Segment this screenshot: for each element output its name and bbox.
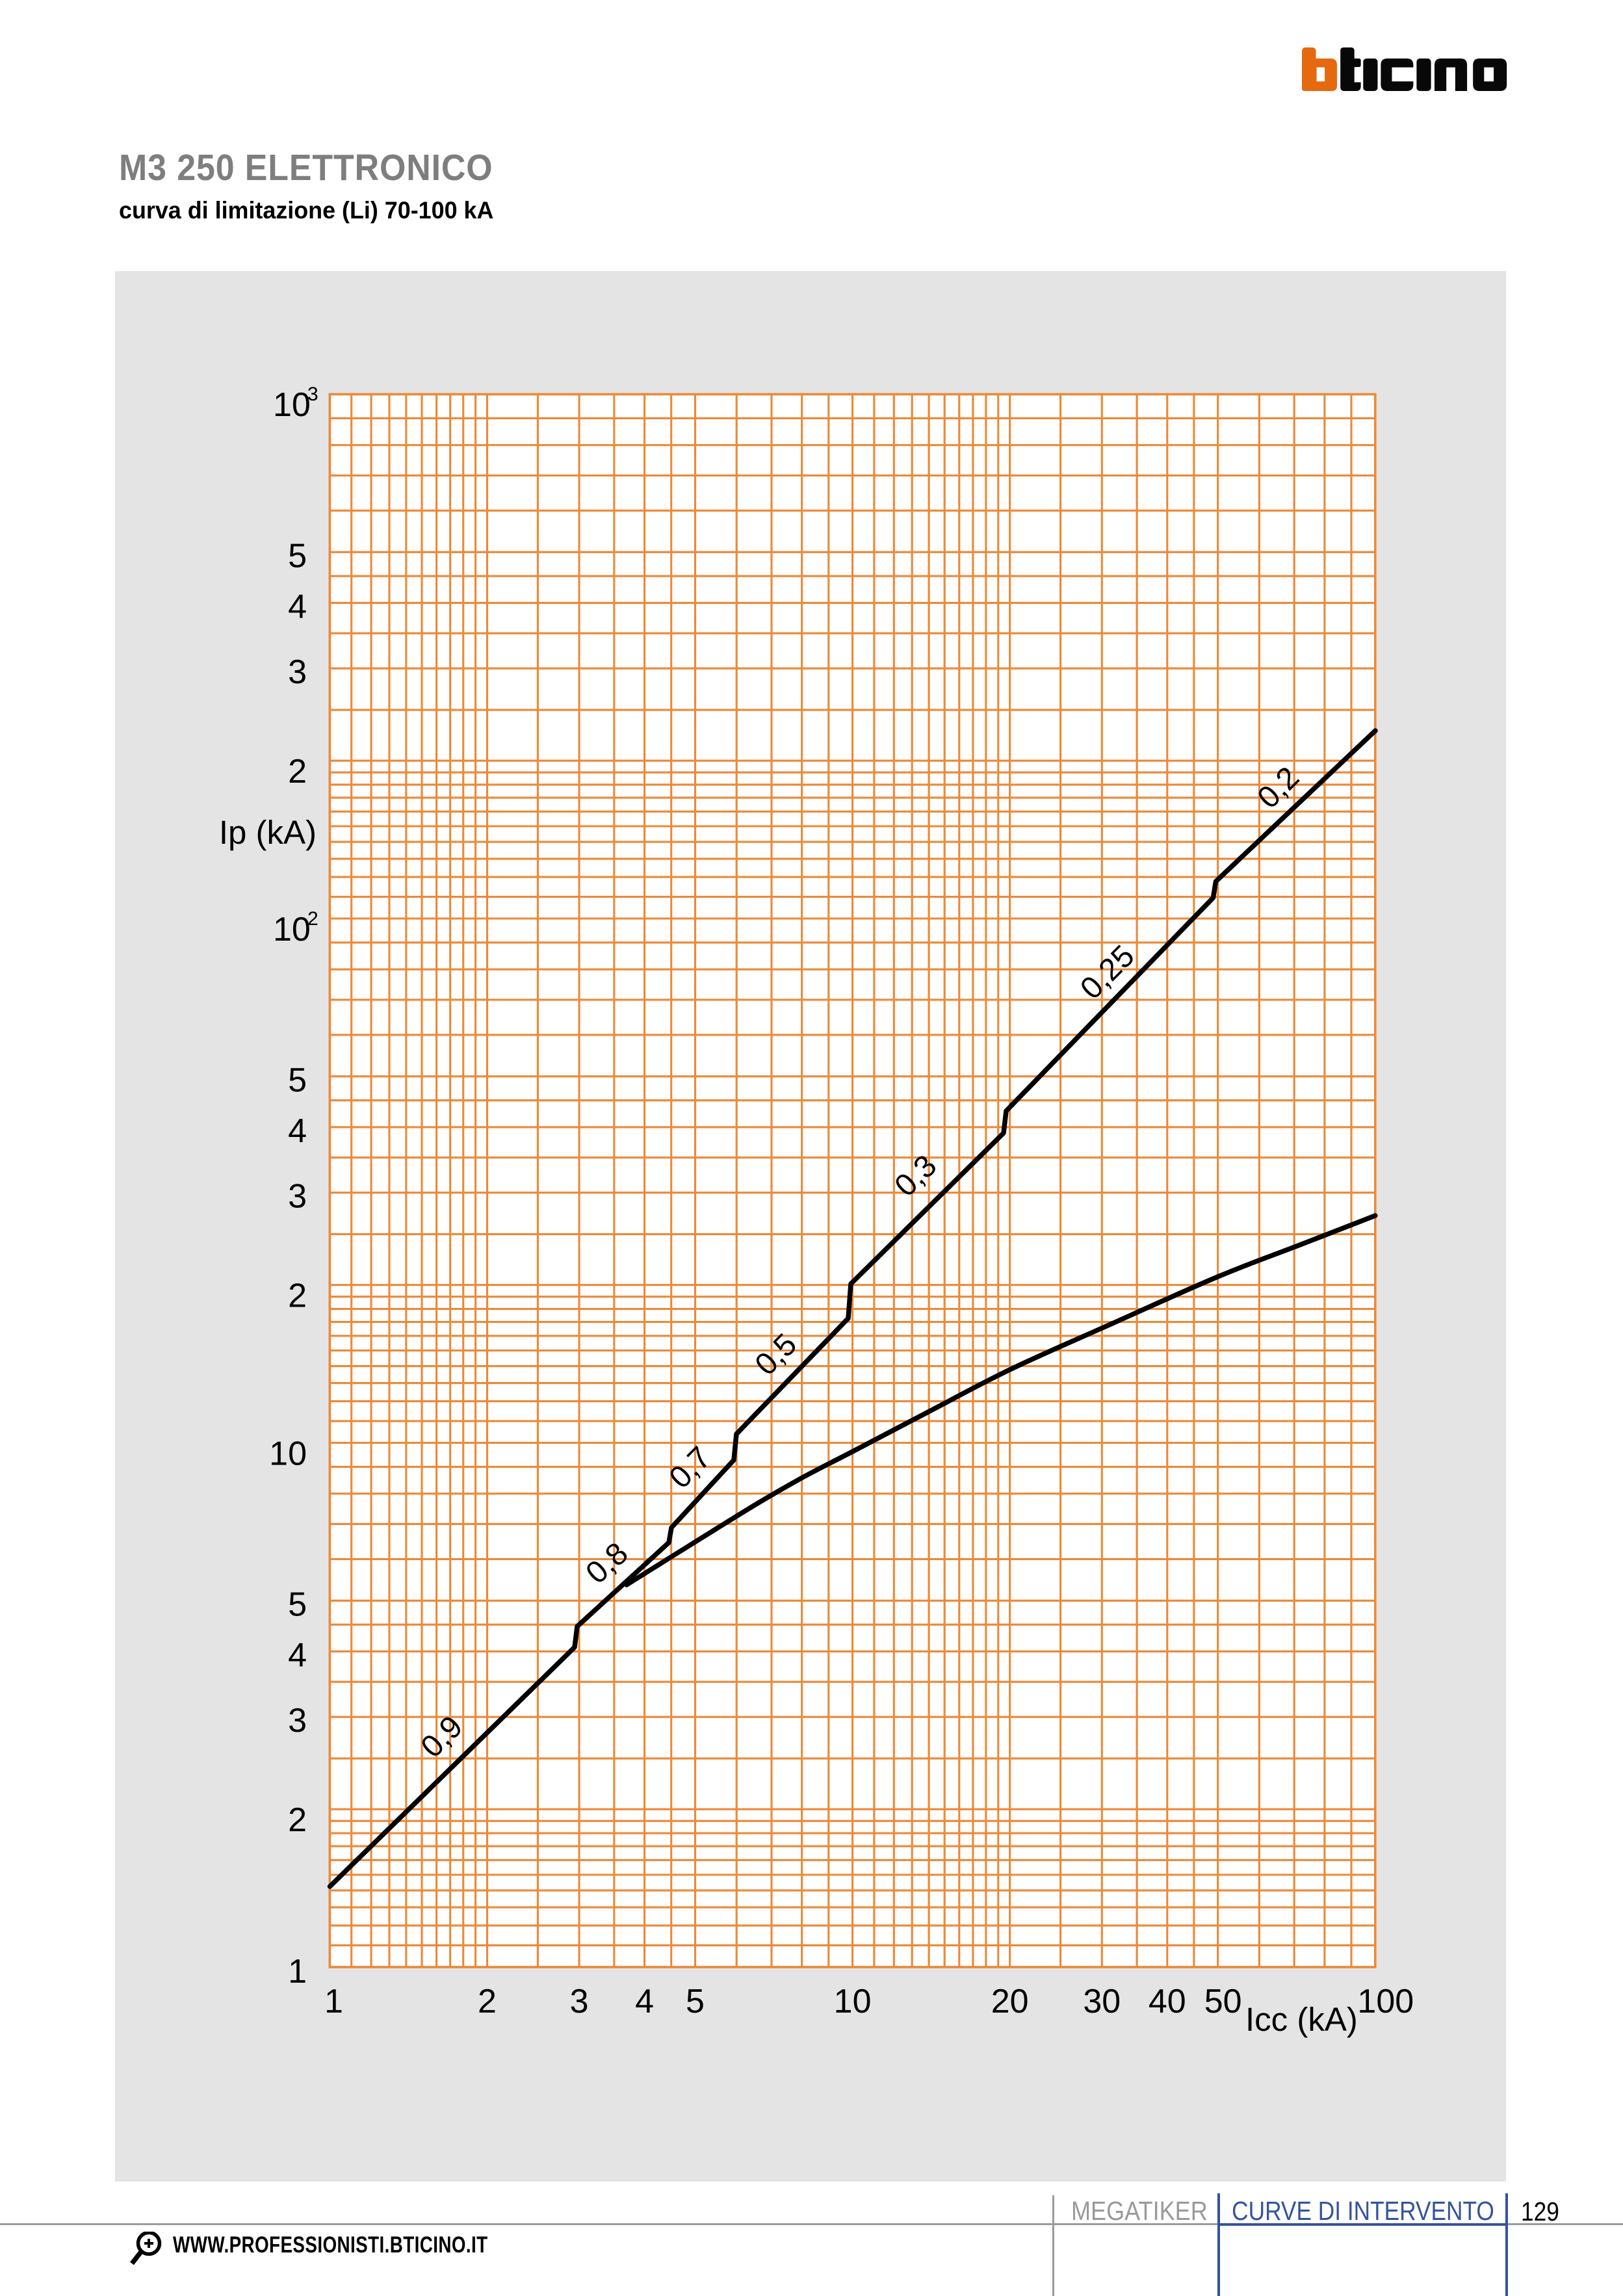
svg-text:3: 3 [288, 653, 307, 691]
svg-text:50: 50 [1204, 1983, 1242, 2020]
svg-text:3: 3 [288, 1178, 307, 1216]
svg-text:1: 1 [288, 1953, 307, 1990]
svg-text:4: 4 [288, 588, 307, 625]
svg-text:2: 2 [288, 753, 307, 790]
svg-text:3: 3 [288, 1702, 307, 1740]
svg-text:4: 4 [635, 1983, 654, 2020]
svg-text:10: 10 [834, 1983, 872, 2020]
svg-text:4: 4 [288, 1112, 307, 1150]
svg-text:1: 1 [324, 1983, 343, 2020]
svg-text:5: 5 [288, 1062, 307, 1099]
svg-text:5: 5 [686, 1983, 705, 2020]
svg-text:3: 3 [307, 384, 318, 405]
svg-text:20: 20 [991, 1983, 1029, 2020]
svg-text:100: 100 [1357, 1983, 1414, 2020]
svg-text:4: 4 [288, 1636, 307, 1674]
svg-text:Icc (kA): Icc (kA) [1245, 2001, 1358, 2038]
svg-text:10: 10 [269, 1435, 307, 1473]
svg-text:2: 2 [307, 908, 318, 930]
svg-text:3: 3 [570, 1983, 589, 2020]
svg-text:5: 5 [288, 537, 307, 575]
svg-text:5: 5 [288, 1585, 307, 1623]
svg-text:2: 2 [288, 1277, 307, 1315]
svg-text:2: 2 [288, 1801, 307, 1839]
svg-text:10: 10 [273, 386, 311, 424]
svg-text:2: 2 [478, 1983, 497, 2020]
svg-text:10: 10 [273, 911, 311, 948]
svg-text:30: 30 [1083, 1983, 1121, 2020]
svg-text:Ip (kA): Ip (kA) [219, 814, 317, 851]
svg-text:40: 40 [1149, 1983, 1186, 2020]
